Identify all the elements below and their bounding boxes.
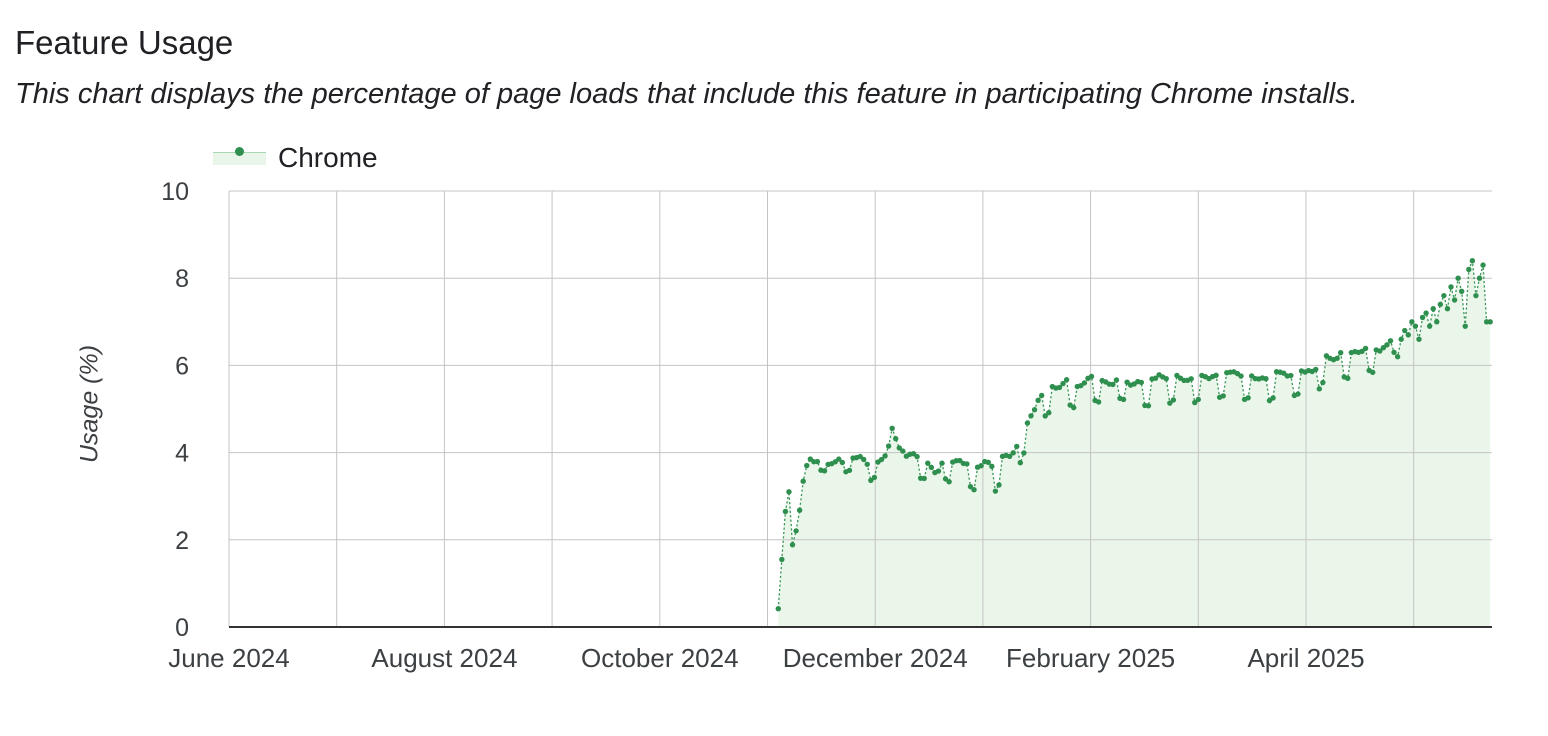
svg-text:June 2024: June 2024 bbox=[168, 643, 289, 673]
svg-text:2: 2 bbox=[175, 527, 189, 555]
svg-text:October 2024: October 2024 bbox=[581, 643, 739, 673]
svg-text:0: 0 bbox=[175, 614, 189, 642]
svg-text:December 2024: December 2024 bbox=[783, 643, 968, 673]
svg-text:April 2025: April 2025 bbox=[1247, 643, 1364, 673]
svg-text:6: 6 bbox=[175, 352, 189, 380]
svg-text:February 2025: February 2025 bbox=[1006, 643, 1175, 673]
svg-text:10: 10 bbox=[161, 178, 189, 206]
svg-text:8: 8 bbox=[175, 265, 189, 293]
svg-text:August 2024: August 2024 bbox=[371, 643, 517, 673]
svg-text:4: 4 bbox=[175, 440, 189, 468]
